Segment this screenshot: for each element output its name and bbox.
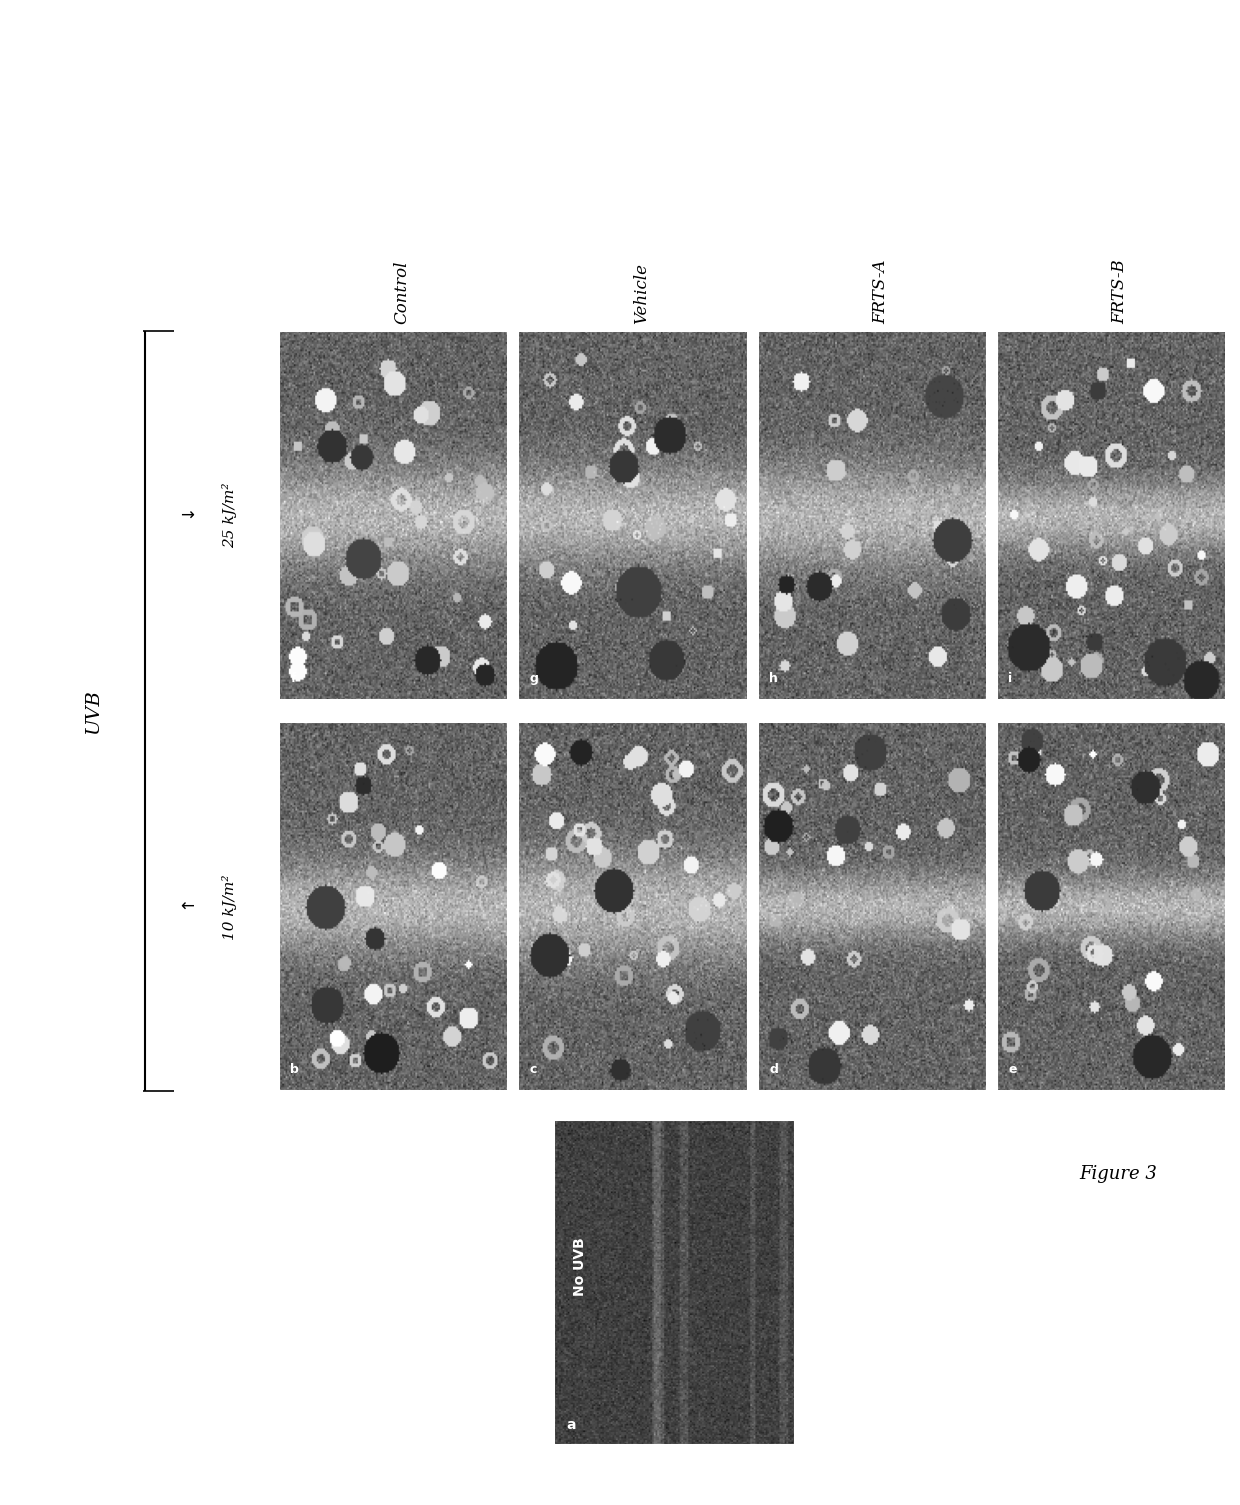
Text: Vehicle: Vehicle bbox=[634, 262, 650, 324]
Text: a: a bbox=[567, 1418, 575, 1431]
Text: d: d bbox=[769, 1064, 777, 1076]
Text: FRTS-B: FRTS-B bbox=[1111, 259, 1128, 324]
Text: e: e bbox=[1008, 1064, 1017, 1076]
Text: UVB: UVB bbox=[84, 689, 102, 733]
Text: 10 kJ/m²: 10 kJ/m² bbox=[222, 874, 237, 939]
Text: ←: ← bbox=[180, 898, 193, 915]
Text: 25 kJ/m²: 25 kJ/m² bbox=[222, 483, 237, 548]
Text: →: → bbox=[180, 507, 193, 524]
Text: g: g bbox=[529, 673, 538, 685]
Text: Control: Control bbox=[394, 260, 410, 324]
Text: i: i bbox=[1008, 673, 1013, 685]
Text: f: f bbox=[290, 673, 296, 685]
Text: b: b bbox=[290, 1064, 299, 1076]
Text: FRTS-A: FRTS-A bbox=[873, 259, 889, 324]
Text: Figure 3: Figure 3 bbox=[1079, 1165, 1157, 1183]
Text: h: h bbox=[769, 673, 777, 685]
Text: No UVB: No UVB bbox=[573, 1237, 588, 1296]
Text: c: c bbox=[529, 1064, 537, 1076]
